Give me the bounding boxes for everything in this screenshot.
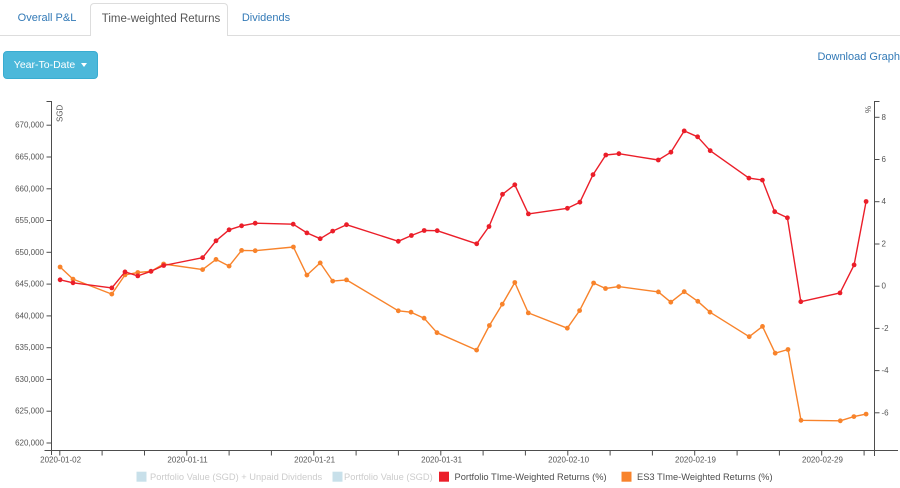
svg-text:%: % <box>864 106 873 113</box>
svg-text:2: 2 <box>882 240 887 249</box>
svg-text:6: 6 <box>882 155 887 164</box>
svg-text:ES3 TIme-Weighted Returns (%): ES3 TIme-Weighted Returns (%) <box>637 472 773 482</box>
svg-text:8: 8 <box>882 113 887 122</box>
svg-text:645,000: 645,000 <box>15 280 44 289</box>
svg-text:620,000: 620,000 <box>15 439 44 448</box>
svg-text:2020-01-11: 2020-01-11 <box>167 456 208 465</box>
svg-text:660,000: 660,000 <box>15 184 44 193</box>
svg-text:4: 4 <box>882 197 887 206</box>
svg-text:-4: -4 <box>882 366 890 375</box>
svg-text:2020-02-29: 2020-02-29 <box>802 456 843 465</box>
svg-text:SGD: SGD <box>56 104 65 122</box>
svg-text:625,000: 625,000 <box>15 407 44 416</box>
svg-text:2020-01-21: 2020-01-21 <box>294 456 335 465</box>
svg-text:2020-02-19: 2020-02-19 <box>675 456 716 465</box>
svg-text:Portfolio TIme-Weighted Return: Portfolio TIme-Weighted Returns (%) <box>455 472 607 482</box>
svg-text:665,000: 665,000 <box>15 153 44 162</box>
svg-text:635,000: 635,000 <box>15 343 44 352</box>
svg-text:-2: -2 <box>882 324 890 333</box>
svg-text:655,000: 655,000 <box>15 216 44 225</box>
svg-text:Portfolio Value (SGD): Portfolio Value (SGD) <box>344 472 433 482</box>
svg-text:2020-01-31: 2020-01-31 <box>421 456 462 465</box>
svg-text:Portfolio Value (SGD) + Unpaid: Portfolio Value (SGD) + Unpaid Dividends <box>150 472 323 482</box>
svg-text:630,000: 630,000 <box>15 375 44 384</box>
svg-text:670,000: 670,000 <box>15 121 44 130</box>
svg-text:2020-01-02: 2020-01-02 <box>40 456 81 465</box>
svg-text:2020-02-10: 2020-02-10 <box>548 456 589 465</box>
svg-text:640,000: 640,000 <box>15 311 44 320</box>
svg-text:0: 0 <box>882 282 887 291</box>
svg-text:650,000: 650,000 <box>15 248 44 257</box>
svg-text:-6: -6 <box>882 408 890 417</box>
